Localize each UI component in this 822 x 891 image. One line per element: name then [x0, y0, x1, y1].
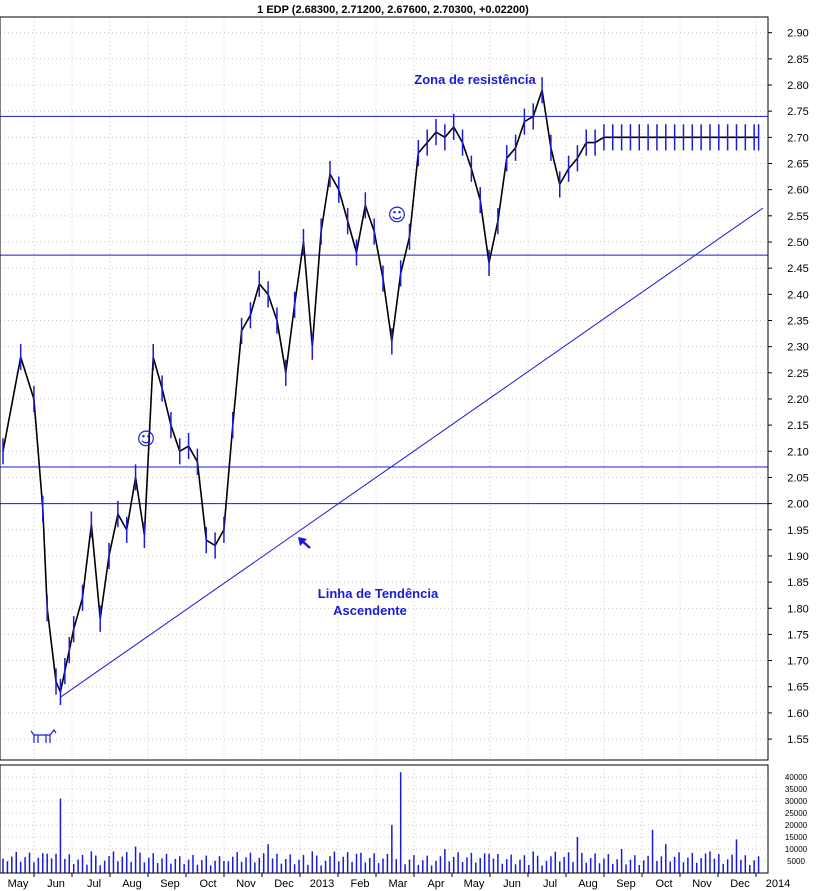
x-tick-label: 2013	[310, 878, 334, 890]
x-tick-label: Nov	[236, 878, 256, 890]
price-tick-label: 2.85	[787, 54, 808, 66]
chart-grid	[0, 17, 768, 873]
x-tick-label: Sep	[616, 878, 636, 890]
x-tick-label: May	[8, 878, 29, 890]
x-tick-label: Feb	[351, 878, 370, 890]
arrow-icon	[298, 537, 311, 549]
ascending-trendline	[60, 207, 764, 698]
price-tick-label: 1.60	[787, 708, 808, 720]
x-tick-label: Oct	[199, 878, 216, 890]
price-tick-label: 1.70	[787, 656, 808, 668]
price-panel-frame	[0, 16, 769, 761]
volume-tick-label: 10000	[785, 845, 808, 854]
trendline-label-line2: Ascendente	[333, 603, 407, 618]
x-tick-label: Apr	[427, 878, 444, 890]
axes: 1.55 1.60 1.65 1.70 1.75 1.80 1.85 1.90 1.95 2.00…	[0, 16, 809, 890]
price-tick-label: 2.30	[787, 342, 808, 354]
price-tick-label: 2.25	[787, 368, 808, 380]
price-tick-label: 1.55	[787, 734, 808, 746]
x-tick-label: Aug	[578, 878, 598, 890]
price-tick-label: 2.65	[787, 159, 808, 171]
x-tick-label: Dec	[730, 878, 750, 890]
price-tick-label: 2.70	[787, 132, 808, 144]
x-tick-label: Jun	[503, 878, 521, 890]
x-tick-label: Jun	[47, 878, 65, 890]
smiley-icon: ☺	[388, 205, 407, 226]
chart-title: 1 EDP (2.68300, 2.71200, 2.67600, 2.7030…	[257, 4, 529, 16]
price-tick-label: 1.75	[787, 629, 808, 641]
price-tick-label: 2.15	[787, 420, 808, 432]
smiley-icon: ☺	[137, 429, 156, 450]
price-tick-label: 2.40	[787, 289, 808, 301]
x-tick-label: Oct	[655, 878, 672, 890]
price-tick-label: 2.05	[787, 472, 808, 484]
price-tick-label: 2.60	[787, 185, 808, 197]
volume-tick-label: 35000	[785, 785, 808, 794]
price-tick-label: 1.95	[787, 525, 808, 537]
x-tick-label: Sep	[160, 878, 180, 890]
price-tick-label: 2.75	[787, 106, 808, 118]
price-tick-label: 1.65	[787, 682, 808, 694]
price-tick-label: 2.10	[787, 446, 808, 458]
x-tick-label: May	[464, 878, 485, 890]
x-tick-label: Nov	[692, 878, 712, 890]
price-tick-label: 1.85	[787, 577, 808, 589]
price-tick-label: 2.35	[787, 315, 808, 327]
x-tick-label: Jul	[543, 878, 557, 890]
volume-panel-frame	[0, 764, 769, 874]
x-tick-label: Mar	[389, 878, 408, 890]
volume-bars	[2, 772, 760, 873]
price-tick-label: 2.50	[787, 237, 808, 249]
bull-icon	[30, 728, 57, 743]
volume-tick-label: 20000	[785, 821, 808, 830]
x-tick-label: 2014	[766, 878, 790, 890]
price-tick-label: 2.55	[787, 211, 808, 223]
x-tick-label: Jul	[87, 878, 101, 890]
volume-tick-label: 25000	[785, 809, 808, 818]
price-tick-label: 1.80	[787, 603, 808, 615]
volume-tick-label: 5000	[787, 857, 805, 866]
price-close-line	[2, 90, 759, 695]
price-tick-label: 2.80	[787, 80, 808, 92]
price-tick-label: 2.45	[787, 263, 808, 275]
volume-tick-label: 15000	[785, 833, 808, 842]
trendline-label-line1: Linha de Tendência	[318, 586, 439, 601]
horizontal-levels	[0, 115, 768, 698]
volume-tick-label: 40000	[785, 773, 808, 782]
price-tick-label: 2.90	[787, 28, 808, 40]
price-series	[2, 77, 760, 706]
resistance-zone-label: Zona de resistência	[414, 72, 536, 87]
x-tick-label: Dec	[274, 878, 294, 890]
volume-tick-label: 30000	[785, 797, 808, 806]
price-tick-label: 1.90	[787, 551, 808, 563]
price-tick-label: 2.00	[787, 499, 808, 511]
price-tick-label: 2.20	[787, 394, 808, 406]
x-tick-label: Aug	[122, 878, 142, 890]
